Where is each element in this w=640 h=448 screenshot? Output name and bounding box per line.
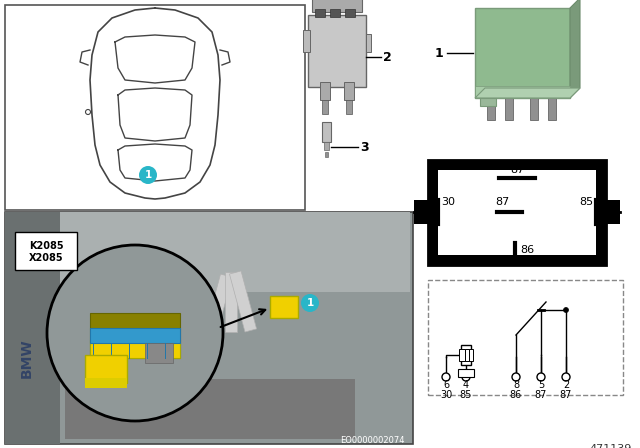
- Bar: [459, 349, 465, 361]
- Text: 3: 3: [360, 141, 369, 154]
- Bar: [90, 313, 180, 358]
- Bar: [270, 296, 298, 318]
- Bar: [322, 100, 328, 114]
- Bar: [15, 232, 77, 270]
- Text: 87: 87: [535, 390, 547, 400]
- Circle shape: [47, 245, 223, 421]
- Bar: [308, 15, 366, 87]
- Text: 30: 30: [440, 390, 452, 400]
- Bar: [320, 82, 330, 100]
- Bar: [90, 340, 180, 358]
- Text: 4: 4: [463, 380, 469, 390]
- Text: BMW: BMW: [20, 338, 34, 378]
- Bar: [5, 212, 413, 444]
- Text: 8: 8: [513, 380, 519, 390]
- Bar: [458, 369, 474, 377]
- Bar: [467, 349, 473, 361]
- Text: 30: 30: [441, 197, 455, 207]
- Bar: [480, 98, 496, 106]
- Bar: [85, 378, 127, 388]
- Circle shape: [537, 373, 545, 381]
- Circle shape: [462, 373, 470, 381]
- Bar: [475, 8, 570, 98]
- Bar: [606, 200, 620, 224]
- Text: 2: 2: [563, 380, 569, 390]
- Text: 87: 87: [560, 390, 572, 400]
- Circle shape: [139, 166, 157, 184]
- Bar: [428, 280, 623, 395]
- Bar: [85, 355, 127, 383]
- Bar: [65, 379, 355, 439]
- Bar: [346, 100, 352, 114]
- Bar: [5, 5, 305, 210]
- Bar: [312, 0, 362, 12]
- Text: 85: 85: [579, 197, 593, 207]
- Bar: [5, 212, 60, 444]
- Text: 1: 1: [307, 298, 314, 308]
- Circle shape: [301, 294, 319, 312]
- Text: 85: 85: [460, 390, 472, 400]
- Bar: [344, 82, 354, 100]
- Text: 1: 1: [435, 47, 443, 60]
- Text: K2085: K2085: [29, 241, 63, 251]
- Text: 86: 86: [510, 390, 522, 400]
- Bar: [145, 343, 173, 363]
- Text: 471139: 471139: [589, 444, 632, 448]
- Text: 5: 5: [538, 380, 544, 390]
- Bar: [322, 122, 331, 142]
- Text: 2: 2: [383, 51, 392, 64]
- Bar: [475, 86, 570, 98]
- Bar: [325, 152, 328, 157]
- Text: 6: 6: [443, 380, 449, 390]
- Circle shape: [562, 373, 570, 381]
- Text: X2085: X2085: [29, 253, 63, 263]
- Bar: [548, 98, 556, 120]
- Text: 87: 87: [510, 165, 524, 175]
- Bar: [505, 98, 513, 120]
- Text: EO0000002074: EO0000002074: [340, 436, 405, 445]
- Bar: [461, 345, 471, 365]
- Text: 1: 1: [145, 170, 152, 180]
- Bar: [345, 9, 355, 17]
- Bar: [428, 160, 606, 265]
- Bar: [324, 142, 329, 150]
- Bar: [463, 349, 469, 361]
- Polygon shape: [475, 88, 580, 98]
- Circle shape: [563, 307, 568, 313]
- Bar: [230, 271, 257, 332]
- Bar: [303, 30, 310, 52]
- Bar: [315, 9, 325, 17]
- Bar: [438, 170, 596, 255]
- Polygon shape: [570, 0, 580, 98]
- Bar: [60, 212, 410, 292]
- Bar: [330, 9, 340, 17]
- Bar: [90, 328, 180, 343]
- Bar: [530, 98, 538, 120]
- Text: 86: 86: [520, 245, 534, 255]
- Bar: [487, 98, 495, 120]
- Bar: [414, 200, 428, 224]
- Bar: [366, 34, 371, 52]
- Bar: [205, 274, 232, 335]
- Text: 87: 87: [495, 197, 509, 207]
- Circle shape: [512, 373, 520, 381]
- Bar: [225, 272, 237, 332]
- Circle shape: [442, 373, 450, 381]
